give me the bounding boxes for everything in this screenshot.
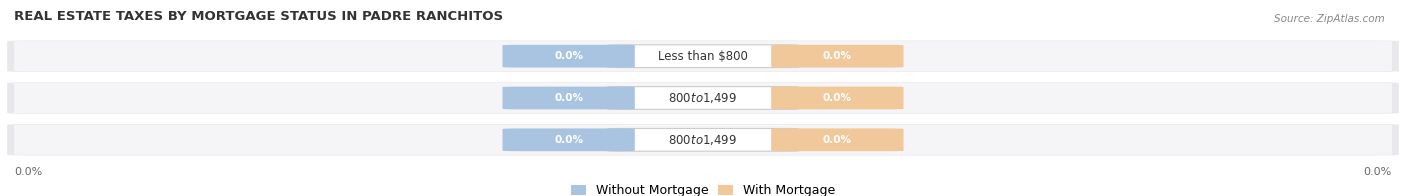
FancyBboxPatch shape — [14, 41, 1392, 71]
Text: 0.0%: 0.0% — [14, 167, 42, 177]
FancyBboxPatch shape — [502, 87, 634, 109]
FancyBboxPatch shape — [772, 45, 904, 68]
FancyBboxPatch shape — [14, 83, 1392, 113]
Text: 0.0%: 0.0% — [823, 51, 852, 61]
FancyBboxPatch shape — [7, 124, 1399, 155]
FancyBboxPatch shape — [607, 87, 799, 109]
FancyBboxPatch shape — [502, 128, 634, 151]
FancyBboxPatch shape — [14, 125, 1392, 155]
FancyBboxPatch shape — [772, 128, 904, 151]
FancyBboxPatch shape — [502, 45, 634, 68]
Text: $800 to $1,499: $800 to $1,499 — [668, 91, 738, 105]
Text: 0.0%: 0.0% — [554, 93, 583, 103]
Text: 0.0%: 0.0% — [1364, 167, 1392, 177]
Legend: Without Mortgage, With Mortgage: Without Mortgage, With Mortgage — [565, 179, 841, 196]
FancyBboxPatch shape — [772, 87, 904, 109]
FancyBboxPatch shape — [7, 82, 1399, 114]
Text: 0.0%: 0.0% — [823, 135, 852, 145]
Text: 0.0%: 0.0% — [554, 51, 583, 61]
Text: 0.0%: 0.0% — [823, 93, 852, 103]
Text: Less than $800: Less than $800 — [658, 50, 748, 63]
FancyBboxPatch shape — [607, 45, 799, 68]
Text: $800 to $1,499: $800 to $1,499 — [668, 133, 738, 147]
Text: Source: ZipAtlas.com: Source: ZipAtlas.com — [1274, 14, 1385, 24]
Text: REAL ESTATE TAXES BY MORTGAGE STATUS IN PADRE RANCHITOS: REAL ESTATE TAXES BY MORTGAGE STATUS IN … — [14, 10, 503, 23]
FancyBboxPatch shape — [607, 128, 799, 151]
FancyBboxPatch shape — [7, 41, 1399, 72]
Text: 0.0%: 0.0% — [554, 135, 583, 145]
